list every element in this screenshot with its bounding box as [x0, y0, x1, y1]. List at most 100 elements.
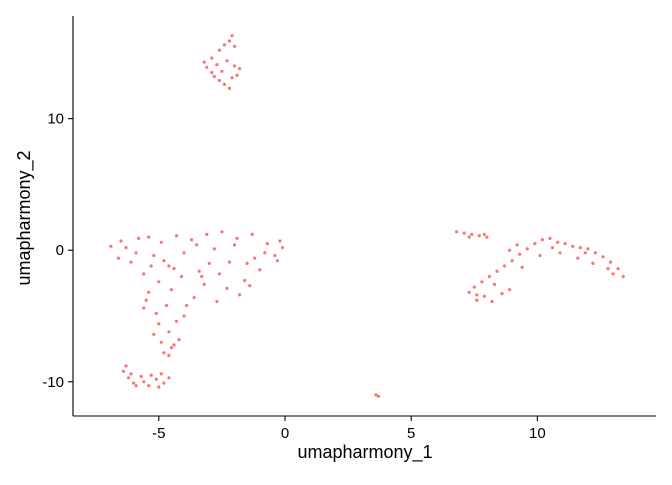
data-point — [217, 48, 221, 52]
data-point — [250, 232, 254, 236]
data-point — [205, 65, 209, 69]
data-point — [222, 43, 226, 47]
data-point — [280, 246, 285, 250]
data-point — [152, 332, 156, 336]
data-point — [210, 71, 214, 75]
data-point — [227, 260, 232, 264]
data-point — [172, 343, 176, 347]
data-point — [124, 246, 128, 250]
data-point — [248, 284, 252, 288]
data-point — [126, 376, 131, 380]
data-point — [495, 269, 499, 273]
data-point — [230, 76, 234, 80]
data-point — [487, 274, 491, 279]
points-layer — [109, 34, 625, 398]
x-axis-title: umapharmony_1 — [297, 442, 432, 463]
data-point — [485, 235, 489, 239]
data-point — [152, 253, 156, 258]
x-tick-label: 5 — [407, 425, 415, 442]
data-point — [490, 299, 494, 304]
data-point — [159, 372, 163, 376]
y-tick-label: -10 — [42, 374, 64, 391]
data-point — [238, 293, 242, 297]
data-point — [550, 246, 555, 250]
data-point — [157, 385, 161, 389]
data-point — [601, 255, 605, 259]
data-point — [205, 232, 209, 236]
data-point — [232, 243, 237, 247]
data-point — [172, 267, 176, 271]
data-point — [455, 230, 459, 234]
data-point — [129, 372, 133, 376]
data-point — [154, 377, 158, 381]
data-point — [273, 253, 277, 258]
data-point — [212, 74, 216, 79]
data-point — [185, 303, 189, 308]
data-point — [232, 64, 237, 68]
data-point — [227, 86, 232, 90]
data-point — [467, 290, 471, 294]
data-point — [215, 299, 219, 304]
data-point — [177, 338, 181, 342]
data-point — [235, 73, 239, 77]
data-point — [508, 248, 512, 252]
data-point — [227, 39, 232, 43]
data-point — [472, 285, 476, 289]
data-point — [482, 294, 486, 298]
data-point — [134, 384, 138, 388]
y-tick-label: 10 — [47, 111, 64, 128]
data-point — [167, 353, 171, 358]
data-point — [159, 240, 163, 244]
data-point — [591, 261, 595, 265]
data-point — [515, 243, 519, 247]
data-point — [202, 282, 206, 286]
data-point — [222, 82, 226, 86]
data-point — [576, 256, 580, 260]
data-point — [611, 272, 615, 276]
data-point — [616, 267, 620, 271]
data-point — [275, 259, 279, 263]
data-point — [142, 306, 146, 310]
data-point — [207, 261, 211, 265]
y-axis-title: umapharmony_2 — [14, 150, 35, 285]
data-point — [137, 236, 141, 240]
x-ticks-layer: -5 0 5 10 — [152, 416, 546, 442]
data-point — [376, 394, 380, 398]
data-point — [230, 34, 234, 38]
data-point — [109, 244, 113, 248]
x-tick-label: 10 — [529, 425, 546, 442]
data-point — [278, 239, 282, 243]
data-point — [154, 311, 158, 315]
data-point — [462, 231, 466, 235]
data-point — [192, 296, 196, 300]
data-point — [147, 384, 151, 388]
data-point — [238, 67, 242, 71]
data-point — [518, 252, 522, 256]
data-point — [157, 280, 161, 284]
data-point — [182, 251, 186, 255]
data-point — [525, 247, 529, 251]
data-point — [200, 274, 204, 279]
data-point — [232, 44, 237, 48]
data-point — [225, 59, 229, 63]
data-point — [220, 69, 224, 73]
data-point — [508, 288, 512, 292]
data-point — [182, 314, 186, 318]
data-point — [210, 56, 214, 60]
data-point — [571, 244, 575, 248]
data-point — [217, 272, 221, 276]
x-tick-label: 0 — [281, 425, 289, 442]
data-point — [480, 280, 484, 284]
data-point — [174, 234, 179, 238]
data-point — [169, 346, 173, 350]
data-point — [147, 290, 151, 294]
data-point — [162, 381, 166, 385]
data-point — [578, 246, 582, 250]
data-point — [621, 274, 625, 279]
data-point — [235, 236, 239, 240]
data-point — [593, 251, 598, 255]
data-point — [583, 251, 587, 255]
data-point — [119, 239, 123, 243]
data-point — [147, 235, 151, 239]
